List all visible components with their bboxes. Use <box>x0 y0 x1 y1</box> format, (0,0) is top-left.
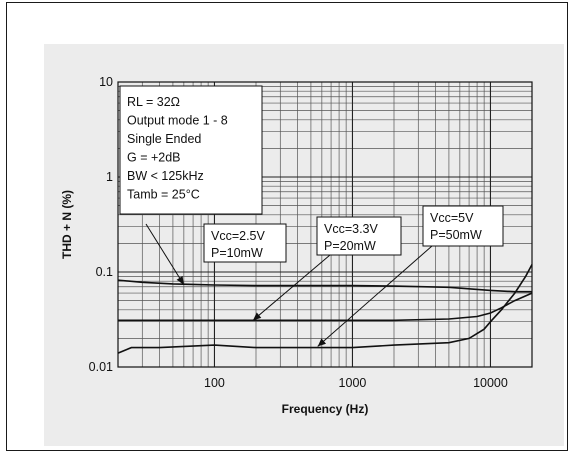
condition-line: BW < 125kHz <box>127 169 204 183</box>
callout-arrowhead <box>176 276 184 285</box>
series-label-line: P=50mW <box>430 228 482 242</box>
series-label-line: Vcc=5V <box>430 211 474 225</box>
y-tick-label: 1 <box>106 170 113 184</box>
condition-line: G = +2dB <box>127 151 181 165</box>
series-label-line: Vcc=3.3V <box>324 222 379 236</box>
y-tick-label: 0.1 <box>96 265 113 279</box>
condition-line: Output mode 1 - 8 <box>127 114 228 128</box>
x-tick-label: 1000 <box>339 376 367 390</box>
plot-border <box>117 81 533 368</box>
y-axis-title: THD + N (%) <box>60 190 74 259</box>
series-layer <box>117 264 533 354</box>
conditions-box: RL = 32Ω Output mode 1 - 8 Single Ended … <box>119 85 263 215</box>
condition-line: Tamb = 25°C <box>127 188 200 202</box>
series-label-line: Vcc=2.5V <box>211 229 266 243</box>
curve-vcc-3v3 <box>118 292 533 322</box>
x-axis-title: Frequency (Hz) <box>282 402 369 416</box>
series-label-3v3: Vcc=3.3V P=20mW <box>316 216 402 256</box>
x-tick-label: 10000 <box>473 376 508 390</box>
callout-line <box>145 223 185 285</box>
condition-line: Single Ended <box>127 132 201 146</box>
curve-vcc-5v <box>117 264 533 354</box>
series-label-5v: Vcc=5V P=50mW <box>422 205 504 247</box>
callout-layer <box>145 223 433 347</box>
condition-line: RL = 32Ω <box>127 95 180 109</box>
series-label-2v5: Vcc=2.5V P=10mW <box>203 223 287 263</box>
callout-line <box>252 254 331 321</box>
y-tick-label: 10 <box>99 75 113 89</box>
curve-vcc-2v5 <box>117 279 532 293</box>
tick-labels: 100 1000 10000 10 1 0.1 0.01 <box>89 75 508 390</box>
series-label-line: P=10mW <box>211 246 263 260</box>
callout-arrowhead <box>317 338 327 347</box>
series-label-line: P=20mW <box>324 239 376 253</box>
callout-line <box>317 245 433 347</box>
y-tick-label: 0.01 <box>89 360 113 374</box>
callout-arrowhead <box>252 312 262 321</box>
x-tick-label: 100 <box>204 376 225 390</box>
